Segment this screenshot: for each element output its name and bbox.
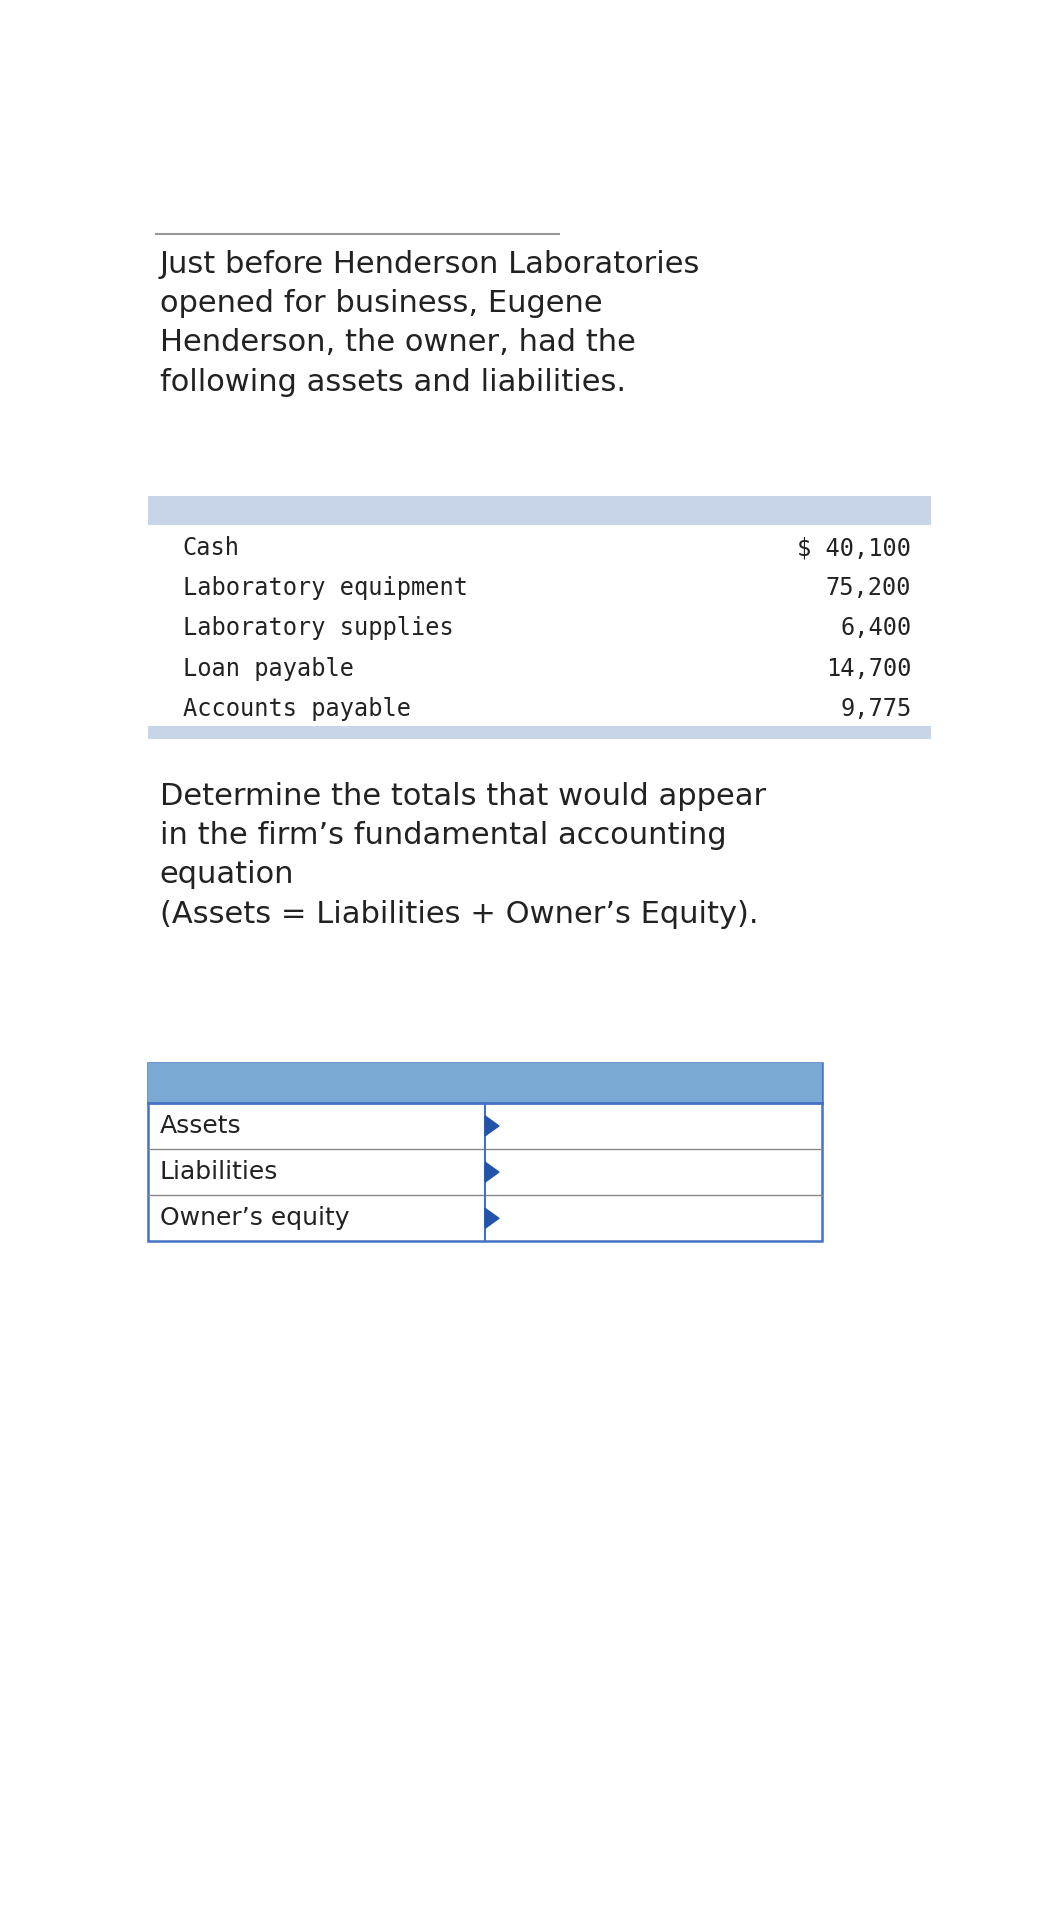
Bar [148,1064,822,1242]
Bar [148,726,931,739]
Bar [148,495,931,526]
Text: $ 40,100: $ 40,100 [797,536,911,561]
Text: Determine the totals that would appear
in the firm’s fundamental accounting
equa: Determine the totals that would appear i… [160,781,766,929]
Bar [148,1064,822,1102]
Text: Owner’s equity: Owner’s equity [160,1206,349,1231]
Text: Laboratory equipment: Laboratory equipment [183,576,468,601]
Text: 6,400: 6,400 [840,616,911,641]
Text: Cash: Cash [183,536,239,561]
Bar [148,526,931,726]
Text: Liabilities: Liabilities [160,1160,277,1185]
Polygon shape [485,1162,499,1183]
Polygon shape [485,1208,499,1229]
Text: 14,700: 14,700 [826,657,911,680]
Text: Assets: Assets [160,1114,241,1139]
Polygon shape [485,1116,499,1137]
Text: Loan payable: Loan payable [183,657,354,680]
Text: 75,200: 75,200 [826,576,911,601]
Text: Accounts payable: Accounts payable [183,697,411,720]
Text: 9,775: 9,775 [840,697,911,720]
Text: Just before Henderson Laboratories
opened for business, Eugene
Henderson, the ow: Just before Henderson Laboratories opene… [160,250,700,397]
Text: Laboratory supplies: Laboratory supplies [183,616,453,641]
